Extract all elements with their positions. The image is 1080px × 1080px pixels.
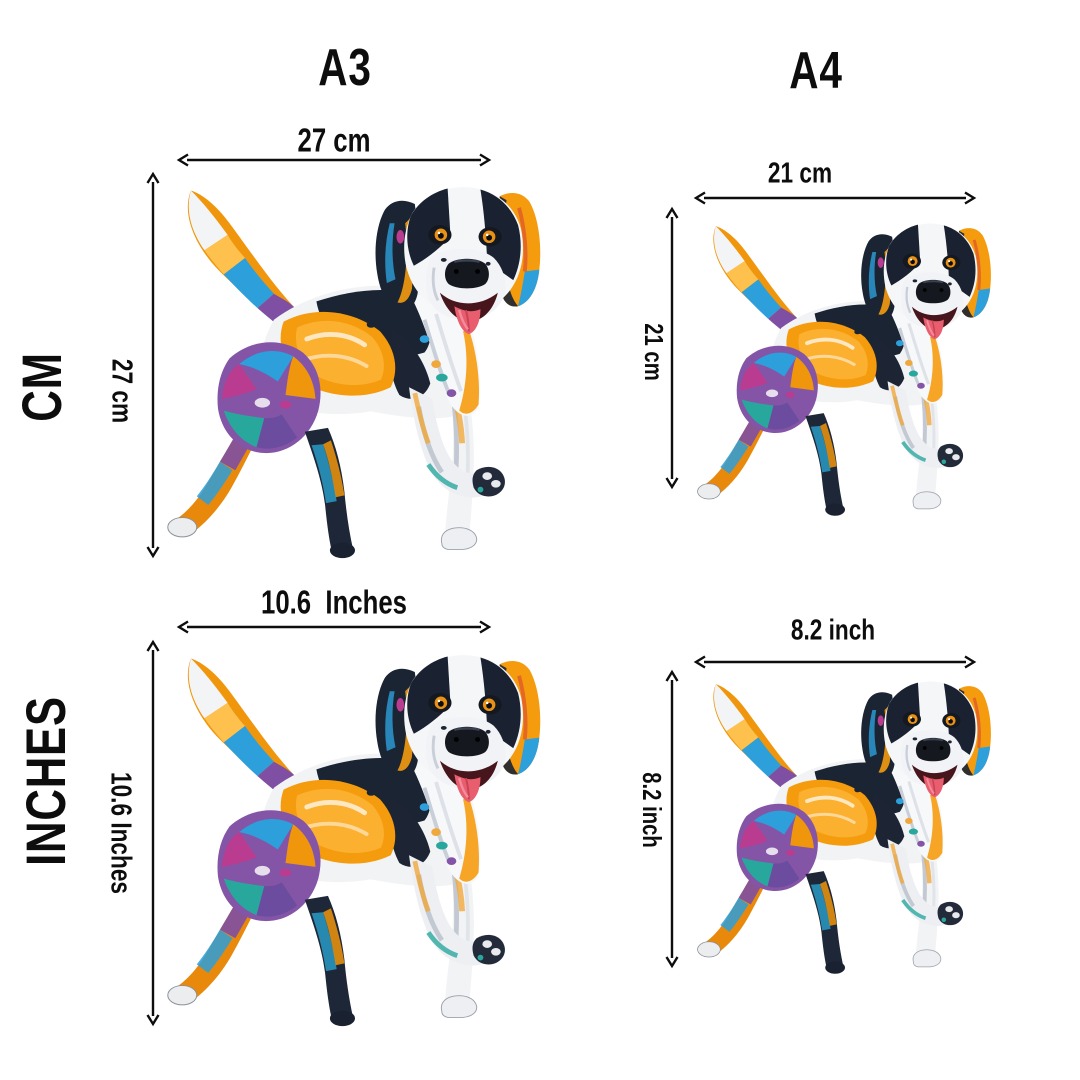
- dog-illustration-a4-cm: [686, 214, 1004, 518]
- width-label-a3-inches: 10.6 Inches: [261, 583, 407, 621]
- width-arrow-a4-cm: [693, 191, 977, 205]
- height-label-a3-cm: 27 cm: [105, 358, 138, 424]
- dog-illustration-a3-cm: [162, 172, 548, 564]
- dog-illustration-a3-inches: [162, 640, 548, 1032]
- height-label-a3-inches: 10.6 Inches: [104, 772, 137, 894]
- height-arrow-a4-cm: [665, 206, 679, 490]
- width-label-a4-inches: 8.2 inch: [790, 614, 876, 647]
- width-arrow-a3-inches: [176, 620, 492, 634]
- column-header-a3: A3: [318, 39, 372, 97]
- column-header-a4: A4: [789, 42, 843, 100]
- width-label-a4-cm: 21 cm: [767, 157, 833, 190]
- height-arrow-a3-inches: [146, 639, 160, 1027]
- width-arrow-a3-cm: [176, 153, 492, 167]
- row-label-inches: INCHES: [14, 696, 77, 866]
- height-arrow-a3-cm: [146, 171, 160, 559]
- width-label-a3-cm: 27 cm: [297, 121, 371, 159]
- height-arrow-a4-inches: [665, 669, 679, 969]
- dog-illustration-a4-inches: [686, 672, 1004, 976]
- row-label-cm: CM: [10, 352, 73, 422]
- height-label-a4-inches: 8.2 inch: [637, 772, 667, 848]
- width-arrow-a4-inches: [693, 655, 977, 669]
